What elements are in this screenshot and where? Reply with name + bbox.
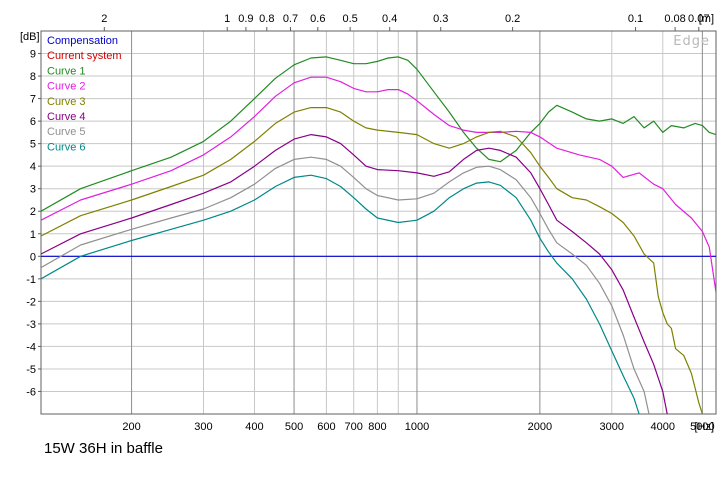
- top-tick-label: 0.6: [310, 13, 325, 25]
- top-tick-label: 0.1: [628, 13, 643, 25]
- x-tick-label: 5000: [690, 421, 714, 433]
- top-tick-label: 0.9: [238, 13, 253, 25]
- y-tick-label: -3: [26, 319, 36, 331]
- x-tick-label: 2000: [528, 421, 552, 433]
- plot-frame: [40, 30, 717, 415]
- top-tick-label: 0.7: [283, 13, 298, 25]
- x-axis-unit-label: [Hz]: [694, 421, 714, 433]
- x-tick-label: 700: [345, 421, 363, 433]
- y-tick-label: 8: [30, 71, 36, 83]
- top-tick-label: 0.8: [259, 13, 274, 25]
- x-tick-label: 4000: [651, 421, 675, 433]
- legend-entry-curve-3: Curve 3: [47, 96, 86, 108]
- y-tick-label: 6: [30, 116, 36, 128]
- x-tick-label: 500: [285, 421, 303, 433]
- x-tick-label: 800: [368, 421, 386, 433]
- x-axis: 200 300 400 500 600 700 800 1000 2000 3000 4000 500…: [122, 421, 714, 433]
- series-group: [41, 56, 716, 414]
- top-tick-label: 0.2: [505, 13, 520, 25]
- y-tick-label: -5: [26, 364, 36, 376]
- top-tick-label: 1: [224, 13, 230, 25]
- top-tick-label: 0.4: [382, 13, 397, 25]
- series-line-curve-2: [41, 76, 716, 293]
- y-tick-label: -1: [26, 274, 36, 286]
- legend-entry-curve-6: Curve 6: [47, 141, 86, 153]
- y-tick-label: -2: [26, 296, 36, 308]
- chart-caption: 15W 36H in baffle: [44, 440, 163, 457]
- y-axis: [dB] 9 8 7 6 5 4 3 2 1 0 -1 -2 -3 -4 -5 -6: [20, 31, 41, 398]
- x-tick-label: 400: [245, 421, 263, 433]
- y-tick-label: 0: [30, 251, 36, 263]
- y-tick-label: 4: [30, 161, 36, 173]
- x-tick-label: 200: [122, 421, 140, 433]
- x-tick-label: 300: [194, 421, 212, 433]
- y-tick-label: 2: [30, 206, 36, 218]
- y-tick-label: -6: [26, 386, 36, 398]
- y-tick-label: -4: [26, 341, 36, 353]
- y-axis-label: [dB]: [20, 31, 40, 43]
- x-tick-label: 3000: [600, 421, 624, 433]
- legend-entry-curve-4: Curve 4: [47, 111, 86, 123]
- legend-entry-curve-5: Curve 5: [47, 126, 86, 138]
- watermark-text: Edge: [673, 34, 710, 49]
- top-tick-label: 2: [101, 13, 107, 25]
- series-line-curve-5: [41, 156, 650, 414]
- top-tick-label: 0.3: [433, 13, 448, 25]
- legend-entry-compensation: Compensation: [47, 35, 118, 47]
- x-tick-label: 1000: [405, 421, 429, 433]
- legend-entry-curve-2: Curve 2: [47, 81, 86, 93]
- series-line-curve-3: [41, 107, 703, 414]
- y-tick-label: 5: [30, 139, 36, 151]
- series-line-curve-1: [41, 56, 716, 212]
- legend: Compensation Current system Curve 1 Curve 2…: [47, 35, 122, 153]
- top-tick-label: 0.08: [664, 13, 685, 25]
- top-axis: 2 1 0.9 0.8 0.7 0.6 0.5 0.4 0.3 0.2 0.1 0.08 0.07[m]: [101, 13, 714, 31]
- top-tick-label: 0.5: [342, 13, 357, 25]
- top-tick-label: 0.07: [688, 13, 709, 25]
- y-tick-label: 1: [30, 229, 36, 241]
- y-tick-label: 7: [30, 94, 36, 106]
- top-axis-unit-label: [m]: [699, 13, 714, 25]
- series-line-curve-4: [41, 134, 668, 414]
- x-tick-label: 600: [317, 421, 335, 433]
- legend-entry-current-system: Current system: [47, 50, 122, 62]
- legend-entry-curve-1: Curve 1: [47, 65, 86, 77]
- y-tick-label: 3: [30, 184, 36, 196]
- y-tick-label: 9: [30, 49, 36, 61]
- series-line-curve-6: [41, 174, 640, 414]
